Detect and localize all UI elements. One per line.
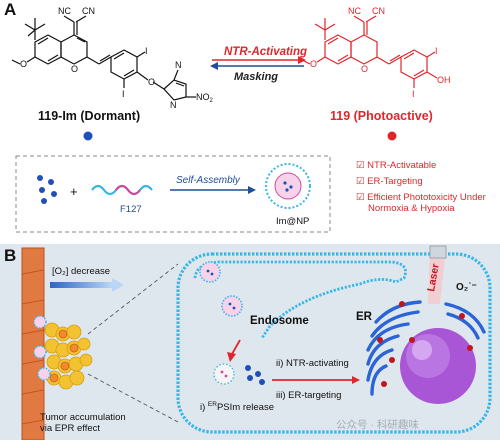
dye-molecules-icon xyxy=(37,175,57,204)
atom-no2-left: NO2 xyxy=(196,92,214,104)
masking-label: Masking xyxy=(234,71,278,83)
nanoparticle-icon xyxy=(265,163,311,209)
activation-arrow-icon xyxy=(352,376,360,384)
o2-arrow-head-icon xyxy=(112,278,124,292)
endosome-label: Endosome xyxy=(250,315,309,327)
atom-i-bottom-left: I xyxy=(122,89,125,99)
blood-vessel xyxy=(21,247,45,440)
activating-label: NTR-Activating xyxy=(224,46,307,58)
assembly-arrow-icon xyxy=(248,186,256,194)
active-marker-dot xyxy=(387,131,397,141)
atom-nc-right: NC xyxy=(348,6,361,16)
atom-n-imid-left: N xyxy=(170,100,177,110)
structure-119-im xyxy=(11,15,196,101)
atom-nc-left: NC xyxy=(58,6,71,16)
atom-cn-left: CN xyxy=(82,6,95,16)
o2-decrease-label: [O₂] decrease xyxy=(52,266,110,277)
tumor-label-line-2: via EPR effect xyxy=(40,423,100,434)
panel-a-letter: A xyxy=(4,0,17,19)
structure-119-atoms: NC CN O O I I OH xyxy=(310,6,451,99)
feature-item-phototoxicity: ☑ Efficient Phototoxicity Under xyxy=(356,192,486,203)
atom-o-ether-left: O xyxy=(148,77,155,87)
atom-oh-right: OH xyxy=(437,75,451,85)
watermark: 公众号 · 科研趣味 xyxy=(336,418,419,431)
atom-o-methoxy-left: O xyxy=(20,59,27,69)
feature-item-ntr: ☑ NTR-Activatable xyxy=(356,160,437,171)
atom-o-ring-left: O xyxy=(71,64,78,74)
step-ii-label: ii) NTR-activating xyxy=(276,358,349,369)
arrow-head-activating-icon xyxy=(298,56,306,64)
structure-119 xyxy=(301,15,438,88)
panel-b-letter: B xyxy=(4,246,17,265)
endosome-nanoparticle-icon xyxy=(221,295,243,317)
atom-i-top-right: I xyxy=(435,46,438,56)
plus-sign: + xyxy=(70,184,78,199)
dormant-marker-dot xyxy=(83,131,93,141)
structure-119-im-atoms: NC CN O O I I O N N NO2 xyxy=(20,6,214,110)
atom-o-methoxy-right: O xyxy=(310,59,317,69)
arrow-head-masking-icon xyxy=(210,62,218,70)
active-compound-label: 119 (Photoactive) xyxy=(330,109,433,123)
atom-methyl-left: N xyxy=(175,60,182,70)
feature-list: ☑ NTR-Activatable ☑ ER-Targeting ☑ Effic… xyxy=(356,160,496,214)
atom-i-bottom-right: I xyxy=(412,89,415,99)
zoom-line-top xyxy=(87,263,179,335)
step-iii-label: iii) ER-targeting xyxy=(276,390,341,401)
zoom-line-bottom xyxy=(87,373,179,423)
internalizing-nanoparticle-icon xyxy=(199,261,221,283)
panel-b-scene: [O₂] decrease Tumor accumulation via EPR… xyxy=(21,245,492,440)
f127-label: F127 xyxy=(120,204,142,215)
released-dyes xyxy=(245,365,265,385)
f127-polymer-icon xyxy=(91,184,153,196)
activation-arrows: NTR-Activating Masking xyxy=(210,46,307,83)
release-arrow-icon xyxy=(227,352,236,362)
tumor-cells xyxy=(44,322,93,390)
o2-gradient-arrow xyxy=(50,282,112,288)
vessel-nanoparticles xyxy=(33,315,51,381)
cell-membrane xyxy=(176,252,492,434)
laser-beam-icon xyxy=(428,245,447,304)
self-assembly-box: + F127 Self-Assembly Im@NP xyxy=(15,155,331,233)
nanoparticle-label: Im@NP xyxy=(276,216,309,227)
atom-i-top-left: I xyxy=(145,46,148,56)
atom-o-ring-right: O xyxy=(361,64,368,74)
self-assembly-label: Self-Assembly xyxy=(176,175,241,186)
feature-item-er: ☑ ER-Targeting xyxy=(356,176,423,187)
released-dye-cluster-icon xyxy=(213,363,235,385)
laser-label: Laser xyxy=(425,263,442,293)
er-label: ER xyxy=(356,311,373,323)
panel-a-structures: NC CN O O I I O N N NO2 NC CN O O I I OH xyxy=(11,6,451,141)
tumor-label-line-1: Tumor accumulation xyxy=(40,412,126,423)
endoplasmic-reticulum xyxy=(366,300,486,396)
step-i-label: i) ERPSIm release xyxy=(200,401,274,413)
superoxide-label: O₂˙⁻ xyxy=(456,282,477,293)
ros-dots xyxy=(377,301,473,387)
atom-cn-right: CN xyxy=(372,6,385,16)
feature-item-phototoxicity-cont: Normoxia & Hypoxia xyxy=(368,203,455,214)
dormant-compound-label: 119-Im (Dormant) xyxy=(38,109,140,123)
